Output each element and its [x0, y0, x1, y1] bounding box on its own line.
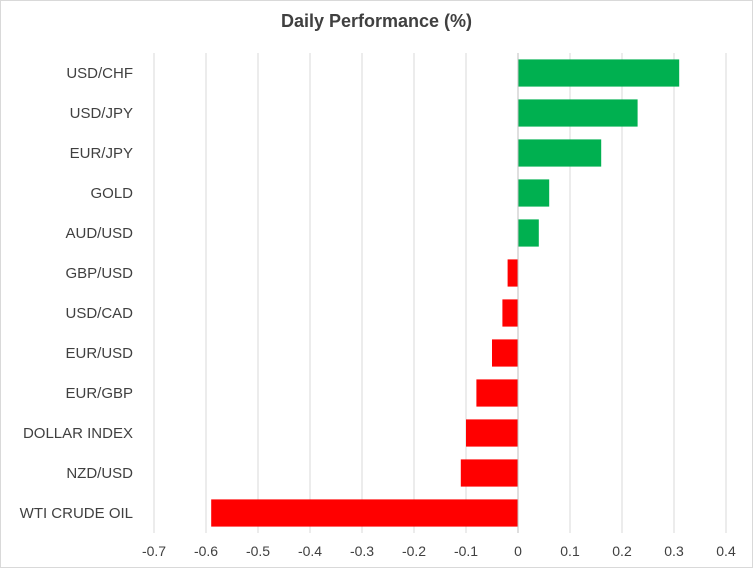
x-tick-label: -0.3	[350, 543, 374, 559]
x-tick-label: 0.1	[560, 543, 580, 559]
category-label: USD/JPY	[70, 105, 133, 122]
category-label: GBP/USD	[65, 265, 133, 282]
chart-title: Daily Performance (%)	[280, 11, 473, 31]
x-tick-label: -0.2	[402, 543, 426, 559]
bar-gold	[518, 179, 550, 207]
bar-nzd-usd	[460, 459, 518, 487]
bar-eur-jpy	[518, 139, 602, 167]
bar-aud-usd	[518, 219, 539, 247]
x-tick-label: -0.4	[298, 543, 322, 559]
category-label: WTI CRUDE OIL	[20, 505, 133, 522]
category-label: USD/CAD	[65, 305, 133, 322]
category-label: GOLD	[90, 185, 133, 202]
category-label: AUD/USD	[65, 225, 133, 242]
category-label: EUR/USD	[65, 345, 133, 362]
bar-eur-usd	[492, 339, 518, 367]
bar-wti-crude-oil	[211, 499, 518, 527]
x-tick-label: 0.3	[664, 543, 684, 559]
x-tick-label: -0.7	[142, 543, 166, 559]
bar-eur-gbp	[476, 379, 518, 407]
x-tick-label: -0.1	[454, 543, 478, 559]
x-tick-label: 0.2	[612, 543, 632, 559]
x-tick-label: 0	[514, 543, 522, 559]
category-label: NZD/USD	[66, 465, 133, 482]
x-tick-label: 0.4	[716, 543, 736, 559]
x-tick-label: -0.6	[194, 543, 218, 559]
category-label: EUR/JPY	[70, 145, 133, 162]
bar-dollar-index	[466, 419, 518, 447]
category-label: USD/CHF	[66, 65, 133, 82]
x-tick-label: -0.5	[246, 543, 270, 559]
bar-usd-chf	[518, 59, 680, 87]
bar-usd-jpy	[518, 99, 638, 127]
category-label: DOLLAR INDEX	[23, 425, 133, 442]
bar-usd-cad	[502, 299, 518, 327]
category-label: EUR/GBP	[65, 385, 133, 402]
bar-gbp-usd	[507, 259, 518, 287]
